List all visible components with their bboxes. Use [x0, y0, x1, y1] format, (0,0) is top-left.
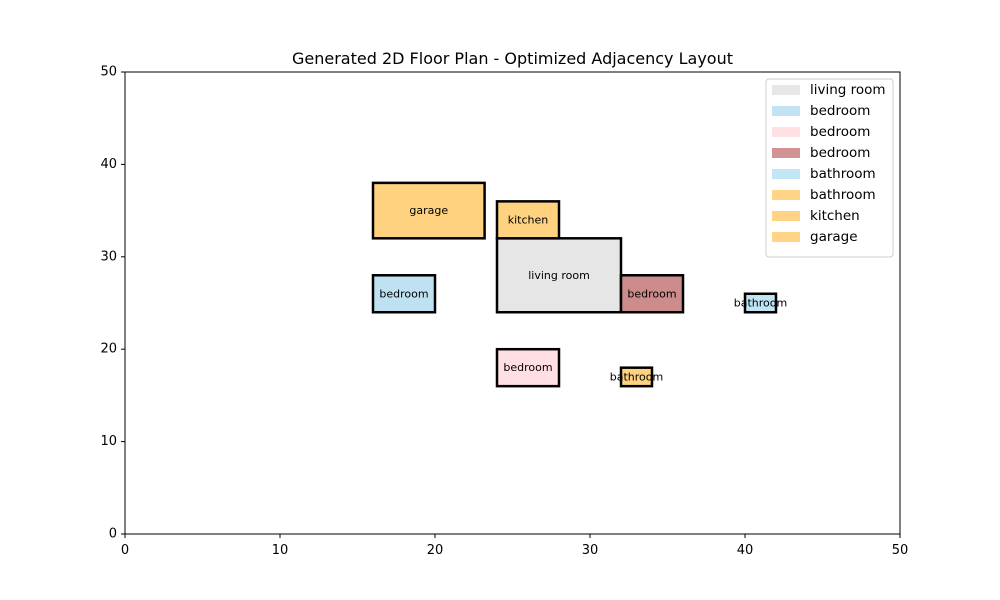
plot-frame	[124, 71, 901, 535]
legend-swatch	[772, 211, 800, 221]
legend-label: garage	[810, 229, 858, 245]
legend-swatch	[772, 190, 800, 200]
legend-swatch	[772, 85, 800, 95]
room-label: bedroom	[379, 287, 428, 300]
room-rect	[619, 274, 685, 314]
room-label: bedroom	[503, 361, 552, 374]
room-label: bathroom	[610, 370, 663, 383]
y-tick-label: 50	[100, 65, 117, 80]
y-tick-label: 40	[100, 157, 117, 172]
legend-swatch	[772, 127, 800, 137]
legend-swatch	[772, 106, 800, 116]
room-label: bathroom	[734, 297, 787, 310]
legend-label: bedroom	[810, 103, 870, 119]
room-rect	[495, 200, 561, 240]
legend-label: bedroom	[810, 124, 870, 140]
y-tick-label: 30	[100, 249, 117, 264]
room-label: kitchen	[508, 213, 549, 226]
x-axis: 0 10 20 30 40 50	[121, 534, 908, 558]
y-tick-label: 10	[100, 434, 117, 449]
y-tick-label: 20	[100, 342, 117, 357]
x-tick-label: 30	[582, 543, 599, 558]
legend-swatch	[772, 169, 800, 179]
x-tick-label: 40	[737, 543, 754, 558]
y-tick-label: 0	[109, 527, 117, 542]
legend: living room bedroom bedroom bedroom bathroom…	[765, 78, 894, 258]
legend-label: living room	[810, 82, 886, 98]
room-rect	[743, 292, 778, 314]
room-rect	[495, 347, 561, 388]
x-tick-label: 10	[272, 543, 289, 558]
room-label: garage	[409, 204, 448, 217]
legend-label: bathroom	[810, 187, 876, 203]
legend-label: bathroom	[810, 166, 876, 182]
legend-label: kitchen	[810, 208, 860, 224]
x-tick-label: 0	[121, 543, 129, 558]
room-rect	[371, 274, 437, 314]
room-rect	[371, 181, 486, 240]
legend-swatch	[772, 148, 800, 158]
legend-swatch	[772, 232, 800, 242]
room-rect	[619, 366, 654, 388]
room-label: living room	[528, 269, 590, 282]
chart-title: Generated 2D Floor Plan - Optimized Adja…	[292, 49, 733, 68]
x-tick-label: 50	[892, 543, 909, 558]
x-tick-label: 20	[427, 543, 444, 558]
y-axis: 0 10 20 30 40 50	[100, 65, 125, 542]
room-rect	[495, 237, 623, 314]
legend-label: bedroom	[810, 145, 870, 161]
rooms-layer: living room bedroom bedroom bedroom bathroom…	[371, 181, 787, 388]
room-label: bedroom	[627, 287, 676, 300]
